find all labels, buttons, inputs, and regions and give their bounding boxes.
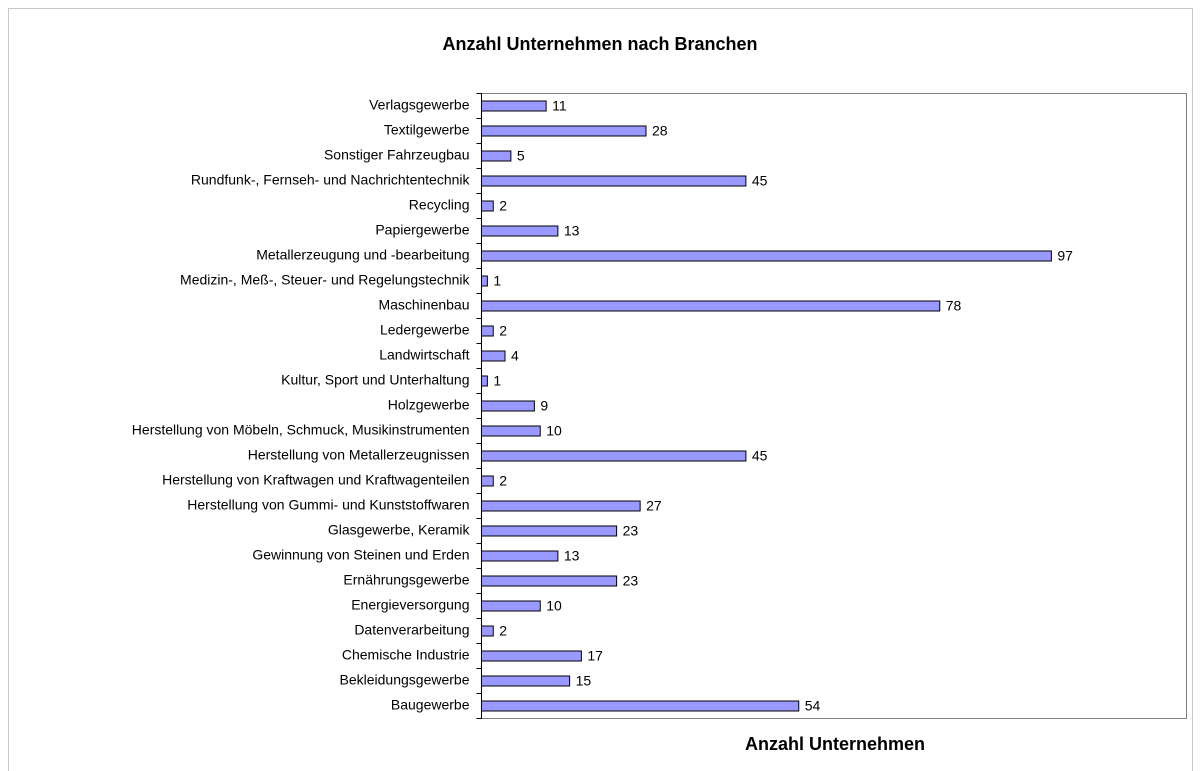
y-tick-label: Energieversorgung	[351, 597, 469, 613]
y-tick-label: Kultur, Sport und Unterhaltung	[281, 372, 469, 388]
bar	[481, 425, 541, 437]
y-tick-label: Datenverarbeitung	[354, 622, 469, 638]
x-axis-title: Anzahl Unternehmen	[745, 734, 925, 754]
value-label: 13	[564, 548, 580, 564]
y-tick-label: Herstellung von Möbeln, Schmuck, Musikin…	[132, 422, 470, 438]
bar	[481, 350, 506, 362]
y-tick-label: Chemische Industrie	[342, 647, 470, 663]
y-tick-label: Recycling	[409, 197, 470, 213]
y-tick-label: Maschinenbau	[378, 297, 469, 313]
bar	[481, 625, 494, 637]
value-label: 23	[623, 573, 639, 589]
bar	[481, 500, 641, 512]
value-label: 45	[752, 448, 768, 464]
plot-area	[481, 93, 1187, 719]
value-label: 4	[511, 348, 519, 364]
value-label: 27	[646, 498, 662, 514]
y-tick-label: Metallerzeugung und -bearbeitung	[256, 247, 469, 263]
y-tick-label: Herstellung von Gummi- und Kunststoffwar…	[187, 497, 469, 513]
bar	[481, 300, 941, 312]
y-tick-label: Textilgewerbe	[384, 122, 470, 138]
bar	[481, 525, 618, 537]
value-label: 15	[576, 673, 592, 689]
value-label: 54	[805, 698, 821, 714]
bar	[481, 100, 547, 112]
y-tick-label: Bekleidungsgewerbe	[340, 672, 470, 688]
bar	[481, 225, 559, 237]
bar	[481, 675, 571, 687]
y-tick-label: Landwirtschaft	[379, 347, 469, 363]
y-tick-label: Baugewerbe	[391, 697, 470, 713]
bar	[481, 150, 512, 162]
value-label: 2	[499, 198, 507, 214]
value-label: 1	[493, 273, 501, 289]
bar	[481, 450, 747, 462]
bar	[481, 125, 647, 137]
y-tick-label: Sonstiger Fahrzeugbau	[324, 147, 470, 163]
value-label: 28	[652, 123, 668, 139]
value-label: 10	[546, 598, 562, 614]
y-tick-label: Glasgewerbe, Keramik	[328, 522, 471, 538]
bar	[481, 175, 747, 187]
value-label: 97	[1057, 248, 1073, 264]
chart-title: Anzahl Unternehmen nach Branchen	[442, 34, 757, 54]
value-label: 2	[499, 623, 507, 639]
bar	[481, 325, 494, 337]
y-tick-label: Holzgewerbe	[388, 397, 470, 413]
value-label: 45	[752, 173, 768, 189]
bar	[481, 475, 494, 487]
value-label: 23	[623, 523, 639, 539]
y-tick-label: Gewinnung von Steinen und Erden	[252, 547, 469, 563]
y-tick-label: Herstellung von Metallerzeugnissen	[248, 447, 470, 463]
y-tick-label: Papiergewerbe	[375, 222, 469, 238]
bar	[481, 200, 494, 212]
value-label: 2	[499, 323, 507, 339]
value-label: 78	[946, 298, 962, 314]
y-tick-label: Verlagsgewerbe	[369, 97, 470, 113]
y-tick-label: Ledergewerbe	[380, 322, 470, 338]
value-label: 13	[564, 223, 580, 239]
value-label: 5	[517, 148, 525, 164]
y-tick-label: Herstellung von Kraftwagen und Kraftwage…	[162, 472, 469, 488]
y-tick-label: Ernährungsgewerbe	[343, 572, 469, 588]
bar	[481, 550, 559, 562]
value-label: 17	[587, 648, 603, 664]
value-label: 2	[499, 473, 507, 489]
bar	[481, 650, 582, 662]
y-tick-label: Rundfunk-, Fernseh- und Nachrichtentechn…	[191, 172, 471, 188]
bar	[481, 600, 541, 612]
bar	[481, 400, 535, 412]
value-label: 10	[546, 423, 562, 439]
value-label: 9	[540, 398, 548, 414]
value-label: 1	[493, 373, 501, 389]
y-tick-label: Medizin-, Meß-, Steuer- und Regelungstec…	[180, 272, 470, 288]
bar	[481, 250, 1052, 262]
bar	[481, 275, 488, 287]
bar	[481, 575, 618, 587]
bar	[481, 375, 488, 387]
bar	[481, 700, 800, 712]
value-label: 11	[552, 98, 567, 114]
